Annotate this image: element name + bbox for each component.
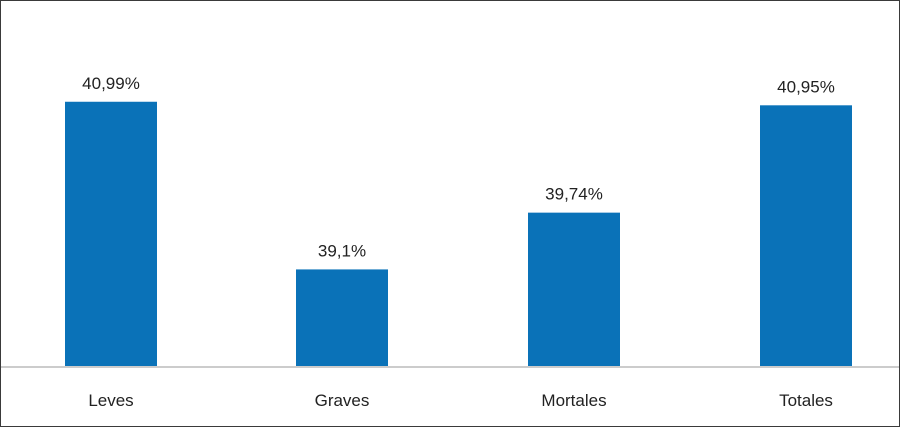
category-label-totales: Totales [779,391,833,410]
value-label-graves: 39,1% [318,241,366,260]
bar-graves [296,269,388,367]
label-group: 40,99% Leves 39,1% Graves 39,74% Mortales 40,9… [82,74,835,410]
value-label-mortales: 39,74% [545,185,603,204]
bar-leves [65,101,157,368]
category-label-graves: Graves [315,391,370,410]
value-label-totales: 40,95% [777,77,835,96]
bar-group [65,101,852,368]
bar-mortales [528,212,620,367]
bar-totales [760,105,852,367]
value-label-leves: 40,99% [82,74,140,93]
category-label-leves: Leves [88,391,133,410]
category-label-mortales: Mortales [541,391,606,410]
